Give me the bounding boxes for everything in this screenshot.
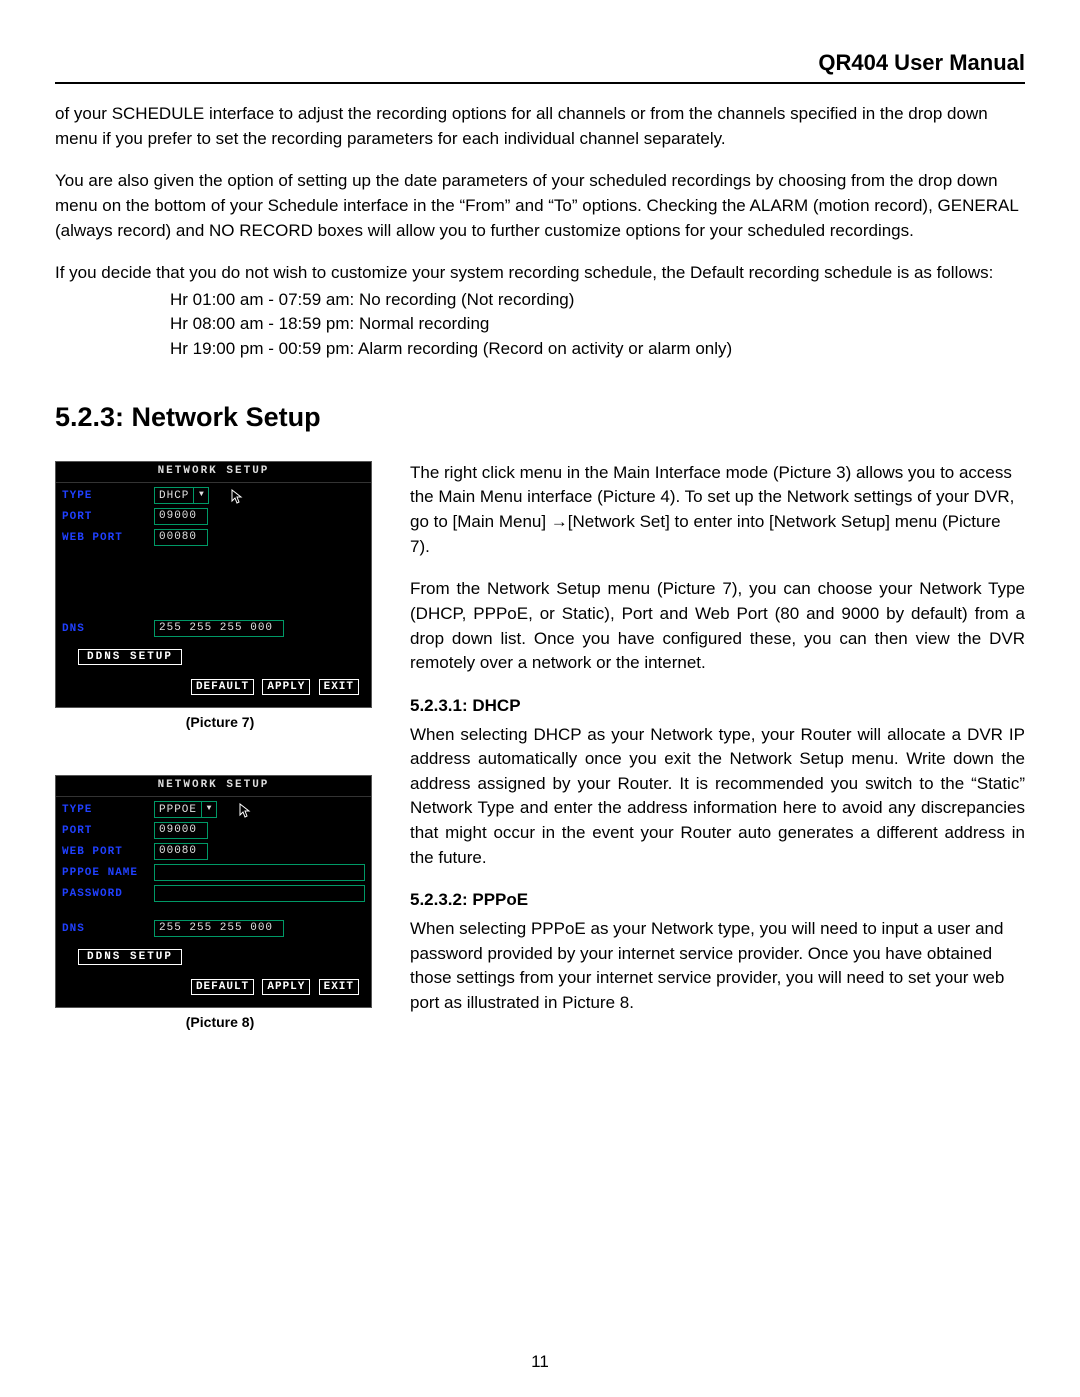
right-paragraph-3: When selecting DHCP as your Network type… [410,723,1025,871]
dropdown-arrow-icon: ▼ [193,488,208,503]
apply-button-8[interactable]: APPLY [262,979,310,995]
password-field[interactable] [154,885,365,902]
type-select[interactable]: DHCP ▼ [154,487,209,504]
page-number: 11 [0,1352,1080,1372]
exit-button[interactable]: EXIT [319,679,359,695]
paragraph-2: You are also given the option of setting… [55,169,1025,243]
spacer [62,550,365,620]
webport-row-8: WEB PORT 00080 [62,843,365,861]
pppoe-name-field[interactable] [154,864,365,881]
port-label-8: PORT [62,825,154,837]
network-setup-screenshot-8: NETWORK SETUP TYPE PPPOE ▼ [55,775,372,1008]
default-button[interactable]: DEFAULT [191,679,254,695]
paragraph-3: If you decide that you do not wish to cu… [55,261,1025,286]
header-title: QR404 User Manual [55,50,1025,84]
port-row: PORT 09000 [62,508,365,526]
dns-label-8: DNS [62,923,154,935]
cursor-icon [231,489,241,503]
type-label: TYPE [62,490,154,502]
port-label: PORT [62,511,154,523]
apply-button[interactable]: APPLY [262,679,310,695]
webport-field[interactable]: 00080 [154,529,208,546]
dvr-button-row-8: DEFAULT APPLY EXIT [62,973,365,1003]
webport-label-8: WEB PORT [62,846,154,858]
ddns-setup-button-8[interactable]: DDNS SETUP [78,949,182,965]
type-row-8: TYPE PPPOE ▼ [62,801,365,819]
ddns-setup-button[interactable]: DDNS SETUP [78,649,182,665]
password-row: PASSWORD [62,885,365,903]
section-heading: 5.2.3: Network Setup [55,402,1025,433]
ddns-setup-button-row-8: DDNS SETUP [62,941,365,973]
webport-field-8[interactable]: 00080 [154,843,208,860]
cursor-icon-8 [239,803,249,817]
dns-row-8: DNS 255 255 255 000 [62,920,365,938]
right-paragraph-2: From the Network Setup menu (Picture 7),… [410,577,1025,676]
page: QR404 User Manual of your SCHEDULE inter… [0,0,1080,1397]
spacer-8 [62,906,365,920]
webport-label: WEB PORT [62,532,154,544]
type-value: DHCP [155,490,193,502]
dvr-window-title-8: NETWORK SETUP [56,776,371,797]
dns-field-8[interactable]: 255 255 255 000 [154,920,284,937]
schedule-line-1: Hr 01:00 am - 07:59 am: No recording (No… [170,288,1025,313]
picture-7-caption: (Picture 7) [55,714,385,730]
right-paragraph-1: The right click menu in the Main Interfa… [410,461,1025,560]
type-value-8: PPPOE [155,804,201,816]
ddns-setup-button-row: DDNS SETUP [62,641,365,673]
port-field-8[interactable]: 09000 [154,822,208,839]
picture-8-caption: (Picture 8) [55,1014,385,1030]
port-field[interactable]: 09000 [154,508,208,525]
dvr-window-title: NETWORK SETUP [56,462,371,483]
right-paragraph-4: When selecting PPPoE as your Network typ… [410,917,1025,1016]
dropdown-arrow-icon-8: ▼ [201,802,216,817]
port-row-8: PORT 09000 [62,822,365,840]
two-column-layout: NETWORK SETUP TYPE DHCP ▼ [55,461,1025,1034]
type-row: TYPE DHCP ▼ [62,487,365,505]
dvr-body: TYPE DHCP ▼ PORT 09000 [56,483,371,707]
right-column: The right click menu in the Main Interfa… [410,461,1025,1034]
schedule-line-3: Hr 19:00 pm - 00:59 pm: Alarm recording … [170,337,1025,362]
pppoe-heading: 5.2.3.2: PPPoE [410,888,1025,913]
dns-label: DNS [62,623,154,635]
schedule-line-2: Hr 08:00 am - 18:59 pm: Normal recording [170,312,1025,337]
dvr-button-row: DEFAULT APPLY EXIT [62,673,365,703]
default-button-8[interactable]: DEFAULT [191,979,254,995]
type-label-8: TYPE [62,804,154,816]
pppoe-name-label: PPPOE NAME [62,867,154,879]
dns-row: DNS 255 255 255 000 [62,620,365,638]
dvr-body-8: TYPE PPPOE ▼ PORT 09000 [56,797,371,1007]
schedule-list: Hr 01:00 am - 07:59 am: No recording (No… [170,288,1025,362]
pppoe-name-row: PPPOE NAME [62,864,365,882]
exit-button-8[interactable]: EXIT [319,979,359,995]
password-label: PASSWORD [62,888,154,900]
left-column: NETWORK SETUP TYPE DHCP ▼ [55,461,385,1030]
paragraph-1: of your SCHEDULE interface to adjust the… [55,102,1025,151]
webport-row: WEB PORT 00080 [62,529,365,547]
dhcp-heading: 5.2.3.1: DHCP [410,694,1025,719]
type-select-8[interactable]: PPPOE ▼ [154,801,217,818]
network-setup-screenshot-7: NETWORK SETUP TYPE DHCP ▼ [55,461,372,708]
dns-field[interactable]: 255 255 255 000 [154,620,284,637]
